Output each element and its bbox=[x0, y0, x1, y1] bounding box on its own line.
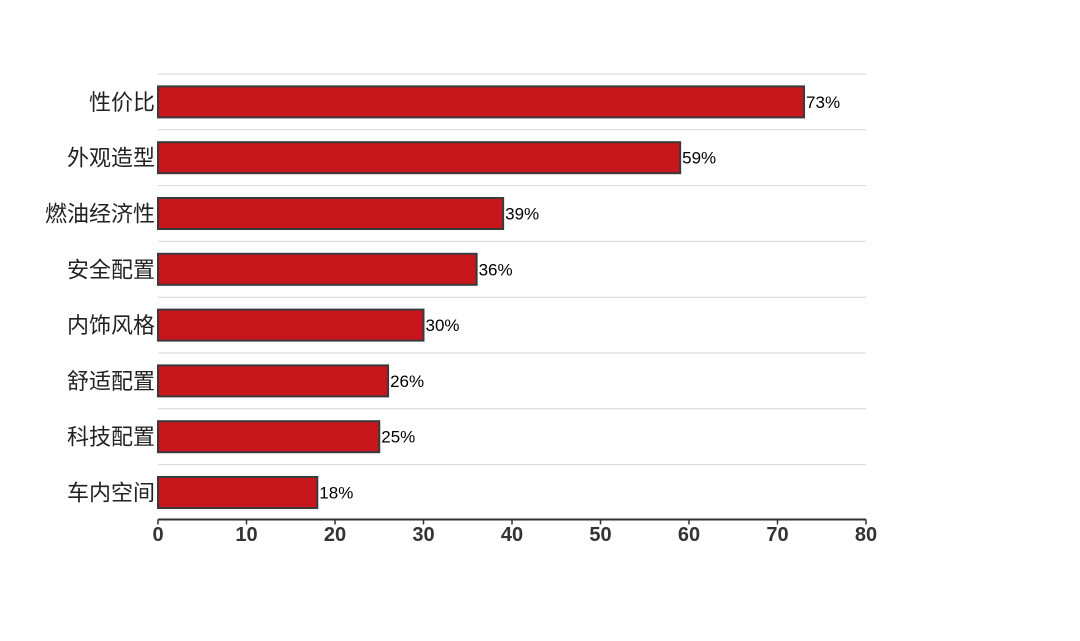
bar bbox=[157, 252, 478, 286]
bar bbox=[157, 141, 682, 175]
data-label: 26% bbox=[390, 372, 424, 391]
grid-lines bbox=[158, 73, 866, 466]
x-tick-label: 0 bbox=[152, 524, 163, 546]
data-label: 39% bbox=[505, 205, 539, 224]
x-tick-label: 50 bbox=[589, 524, 611, 546]
value-labels: 73% 59% 39% 36% 30% 26% 25% 18% bbox=[319, 93, 840, 503]
category-label: 舒适配置 bbox=[67, 370, 155, 395]
bar bbox=[157, 308, 425, 342]
bar bbox=[157, 197, 505, 230]
x-tick-label: 30 bbox=[412, 524, 434, 546]
x-tick-label: 80 bbox=[855, 524, 877, 546]
data-label: 36% bbox=[479, 260, 513, 279]
bars bbox=[157, 85, 806, 509]
data-label: 30% bbox=[426, 316, 460, 335]
x-tick-label: 40 bbox=[501, 524, 523, 546]
category-label: 车内空间 bbox=[67, 482, 155, 507]
bar bbox=[157, 476, 319, 509]
x-tick-label: 20 bbox=[324, 524, 346, 546]
category-label: 燃油经济性 bbox=[45, 203, 155, 228]
data-label: 73% bbox=[806, 93, 840, 112]
bar bbox=[157, 420, 381, 454]
category-label: 性价比 bbox=[89, 91, 155, 116]
bar bbox=[157, 85, 806, 119]
x-axis-ticks: 0 10 20 30 40 50 60 70 80 bbox=[152, 519, 877, 546]
x-tick-label: 10 bbox=[235, 524, 257, 546]
data-label: 25% bbox=[381, 428, 415, 447]
x-tick-label: 60 bbox=[678, 524, 700, 546]
data-label: 59% bbox=[682, 149, 716, 168]
x-tick-label: 70 bbox=[766, 524, 788, 546]
category-label: 安全配置 bbox=[67, 258, 155, 283]
category-label: 科技配置 bbox=[67, 426, 155, 451]
category-label: 内饰风格 bbox=[67, 314, 155, 339]
category-label: 外观造型 bbox=[67, 147, 155, 172]
bar bbox=[157, 364, 390, 398]
data-label: 18% bbox=[319, 484, 353, 503]
